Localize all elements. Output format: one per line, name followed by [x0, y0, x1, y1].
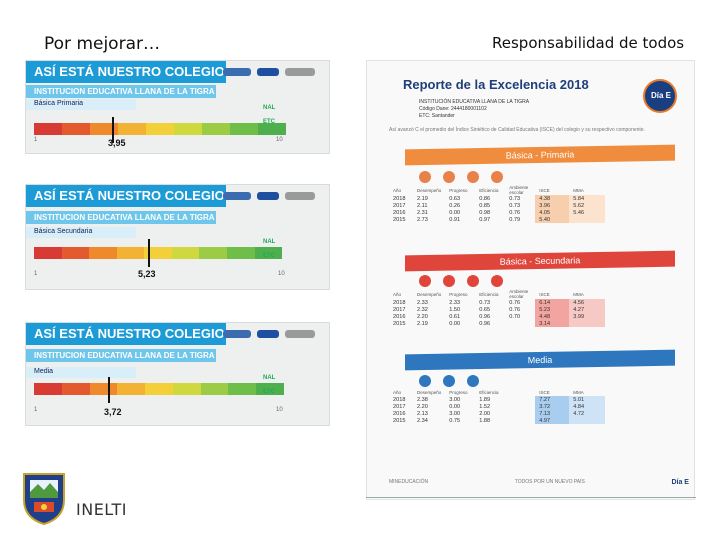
- score-bar: [34, 247, 283, 259]
- photo-logos: [223, 65, 321, 79]
- media-table: Año Desempeño Progreso Eficiencia ISCE MMA 20…: [389, 389, 606, 424]
- table-header-row: Año Desempeño Progreso Eficiencia ISCE MMA: [393, 390, 584, 395]
- etc-label: ETC: [263, 253, 275, 259]
- report-intro: Así avanzó C el promedio del Índice Sint…: [389, 127, 645, 133]
- photo-level: Básica Primaria: [26, 99, 136, 110]
- table-row: 2016 2.13 3.00 2.00 7.13 4.72: [389, 410, 606, 417]
- table-row: 2018 2.33 2.33 0.73 0.76 6.14 4.56: [389, 299, 606, 306]
- photo-basica-primaria: ASÍ ESTÁ NUESTRO COLEGIO INSTITUCION EDU…: [25, 60, 330, 154]
- photo-header: ASÍ ESTÁ NUESTRO COLEGIO: [26, 185, 226, 207]
- report-footer: MINEDUCACIÓN TODOS POR UN NUEVO PAÍS Día…: [389, 475, 689, 489]
- score-value: 3,72: [104, 407, 122, 417]
- photo-logos: [223, 189, 321, 203]
- table-header-row: Año Desempeño Progreso Eficiencia Ambiente e…: [393, 289, 584, 299]
- photo-level: Media: [26, 367, 136, 378]
- scale-max: 10: [276, 407, 283, 413]
- photo-school: INSTITUCION EDUCATIVA LLANA DE LA TIGRA: [26, 211, 216, 224]
- table-header-row: Año Desempeño Progreso Eficiencia Ambiente e…: [393, 185, 584, 195]
- secundaria-table: Año Desempeño Progreso Eficiencia Ambiente e…: [389, 289, 606, 327]
- table-row: 2018 2.38 3.00 1.89 7.27 5.01: [389, 396, 606, 403]
- scale-max: 10: [278, 271, 285, 277]
- table-row: 2016 2.31 0.00 0.98 0.76 4.05 5.46: [389, 209, 606, 216]
- score-marker: [112, 117, 114, 143]
- table-row: 2015 2.73 0.91 0.97 0.79 5.40: [389, 216, 606, 223]
- etc-label: ETC: [263, 389, 275, 395]
- photo-media: ASÍ ESTÁ NUESTRO COLEGIO INSTITUCION EDU…: [25, 322, 330, 426]
- score-value: 3,95: [108, 138, 126, 148]
- scale-min: 1: [34, 137, 38, 143]
- footer-slogan: TODOS POR UN NUEVO PAÍS: [514, 479, 585, 485]
- scale-min: 1: [34, 271, 38, 277]
- photo-header: ASÍ ESTÁ NUESTRO COLEGIO: [26, 323, 226, 345]
- score-bar: [34, 123, 286, 135]
- national-label: NAL: [263, 375, 276, 381]
- section-banner: Media: [405, 349, 675, 371]
- table-row: 2015 2.19 0.00 0.96 3.14: [389, 320, 606, 327]
- excellence-report: Reporte de la Excelencia 2018 Día E INST…: [366, 60, 695, 500]
- left-title: Por mejorar…: [44, 34, 160, 54]
- footer-dia-e: Día E: [671, 478, 689, 486]
- score-marker: [148, 239, 150, 267]
- table-row: 2017 2.11 0.26 0.85 0.73 3.96 5.62: [389, 202, 606, 209]
- primaria-table: Año Desempeño Progreso Eficiencia Ambiente e…: [389, 185, 606, 223]
- school-crest-icon: [23, 473, 65, 526]
- photo-school: INSTITUCION EDUCATIVA LLANA DE LA TIGRA: [26, 85, 216, 98]
- divider: [366, 497, 696, 498]
- report-dane: Código Dane: 2444180001102: [419, 106, 487, 112]
- table-row: 2015 2.34 0.75 1.88 4.97: [389, 417, 606, 424]
- component-icons: [419, 375, 479, 387]
- component-icons: [419, 171, 503, 183]
- component-icons: [419, 275, 503, 287]
- table-row: 2017 2.32 1.50 0.65 0.76 5.23 4.27: [389, 306, 606, 313]
- etc-label: ETC: [263, 119, 275, 125]
- table-row: 2018 2.19 0.63 0.86 0.73 4.38 5.84: [389, 195, 606, 202]
- scale-max: 10: [276, 137, 283, 143]
- table-row: 2016 2.20 0.61 0.96 0.70 4.48 3.99: [389, 313, 606, 320]
- national-label: NAL: [263, 105, 276, 111]
- photo-header: ASÍ ESTÁ NUESTRO COLEGIO: [26, 61, 226, 83]
- scale-min: 1: [34, 407, 38, 413]
- national-label: NAL: [263, 239, 276, 245]
- table-row: 2017 2.20 0.00 1.52 3.72 4.84: [389, 403, 606, 410]
- footer-ministry: MINEDUCACIÓN: [389, 479, 429, 485]
- score-bar: [34, 383, 285, 395]
- score-value: 5,23: [138, 269, 156, 279]
- photo-level: Básica Secundaria: [26, 227, 136, 238]
- photo-logos: [223, 327, 321, 341]
- dia-e-badge-icon: Día E: [643, 79, 677, 113]
- logo-text: INELTI: [76, 500, 127, 519]
- photo-basica-secundaria: ASÍ ESTÁ NUESTRO COLEGIO INSTITUCION EDU…: [25, 184, 330, 290]
- section-banner: Básica - Secundaria: [405, 250, 675, 272]
- section-banner: Básica - Primaria: [405, 144, 675, 166]
- score-marker: [108, 377, 110, 403]
- right-title: Responsabilidad de todos: [492, 34, 685, 52]
- report-etc: ETC: Santander: [419, 113, 455, 119]
- report-title: Reporte de la Excelencia 2018: [403, 77, 589, 92]
- photo-school: INSTITUCION EDUCATIVA LLANA DE LA TIGRA: [26, 349, 216, 362]
- report-school: INSTITUCIÓN EDUCATIVA LLANA DE LA TIGRA: [419, 99, 530, 105]
